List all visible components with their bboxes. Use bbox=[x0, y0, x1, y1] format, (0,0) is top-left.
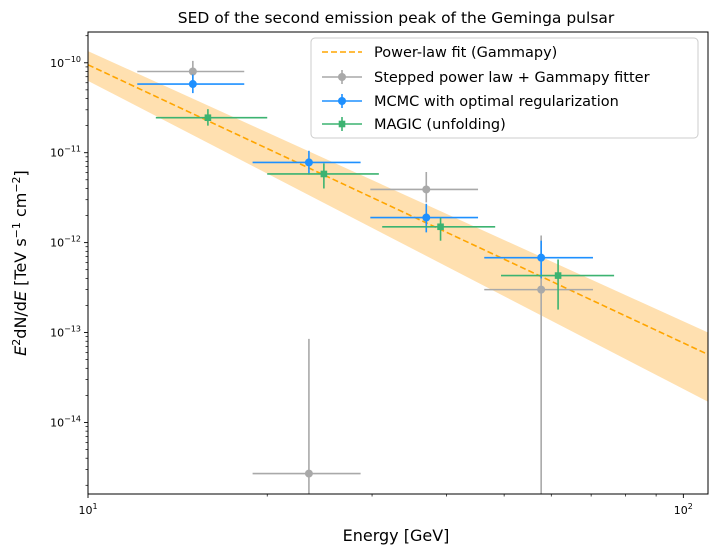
y-label-part: −1 bbox=[10, 222, 23, 238]
y-tick-exponent: −10 bbox=[64, 55, 81, 64]
x-tick-label: 102 bbox=[674, 502, 693, 517]
data-point bbox=[304, 158, 313, 167]
x-tick-base: 10 bbox=[674, 504, 688, 517]
legend-item-series-3: MAGIC (unfolding) bbox=[322, 117, 506, 133]
legend-marker bbox=[338, 120, 346, 128]
data-point bbox=[537, 253, 546, 262]
legend-label: MAGIC (unfolding) bbox=[374, 117, 506, 133]
chart-title: SED of the second emission peak of the G… bbox=[178, 9, 615, 27]
y-tick-label: 10−13 bbox=[50, 325, 81, 340]
series-3 bbox=[155, 109, 615, 310]
y-tick-label: 10−11 bbox=[50, 145, 81, 160]
y-label-part: dN/d bbox=[11, 301, 30, 339]
y-label-part: 2 bbox=[10, 339, 23, 346]
data-point bbox=[537, 285, 546, 294]
series-1 bbox=[137, 60, 593, 494]
x-tick-label: 101 bbox=[78, 502, 97, 517]
legend-label: Power-law fit (Gammapy) bbox=[374, 45, 557, 61]
y-tick-label: 10−14 bbox=[50, 414, 81, 429]
data-point bbox=[422, 185, 431, 194]
legend-label: Stepped power law + Gammapy fitter bbox=[374, 70, 650, 86]
legend-label: MCMC with optimal regularization bbox=[374, 94, 619, 110]
data-point bbox=[204, 114, 212, 122]
y-label-part: cm bbox=[11, 193, 30, 222]
y-tick-base: 10 bbox=[50, 57, 64, 70]
data-point bbox=[304, 469, 313, 478]
legend-item-series-2: MCMC with optimal regularization bbox=[322, 94, 619, 110]
legend-marker bbox=[338, 97, 346, 105]
y-tick-base: 10 bbox=[50, 416, 64, 429]
plot-frame bbox=[87, 31, 709, 495]
x-axis: 101 102 bbox=[78, 494, 693, 517]
legend-marker bbox=[338, 73, 346, 81]
y-tick-exponent: −12 bbox=[64, 235, 81, 244]
y-label-part: ] bbox=[11, 170, 30, 176]
legend-box bbox=[310, 37, 699, 139]
plot-area bbox=[88, 51, 708, 494]
legend-item-series-1: Stepped power law + Gammapy fitter bbox=[322, 70, 650, 86]
x-tick-exponent: 1 bbox=[92, 502, 97, 511]
y-tick-exponent: −14 bbox=[64, 414, 81, 423]
y-tick-label: 10−12 bbox=[50, 235, 81, 250]
fit-line bbox=[88, 64, 708, 356]
y-axis-label: E2dN/dE [TeV s−1 cm−2] bbox=[10, 170, 30, 356]
y-tick-label: 10−10 bbox=[50, 55, 81, 70]
y-label-part: −2 bbox=[10, 176, 23, 192]
data-point bbox=[188, 67, 197, 76]
y-tick-base: 10 bbox=[50, 327, 64, 340]
y-tick-base: 10 bbox=[50, 237, 64, 250]
data-point bbox=[188, 80, 197, 89]
x-tick-exponent: 2 bbox=[688, 502, 693, 511]
y-tick-exponent: −11 bbox=[64, 145, 81, 154]
series-2 bbox=[137, 74, 593, 279]
legend-item-fit: Power-law fit (Gammapy) bbox=[322, 45, 557, 61]
y-label-part: E bbox=[11, 290, 30, 301]
y-label-part: [TeV s bbox=[11, 238, 30, 291]
x-tick-base: 10 bbox=[78, 504, 92, 517]
y-tick-base: 10 bbox=[50, 147, 64, 160]
y-label-part: E bbox=[11, 345, 30, 356]
data-point bbox=[554, 272, 562, 279]
legend: Power-law fit (Gammapy) Stepped power law… bbox=[310, 37, 699, 139]
data-point bbox=[437, 223, 444, 231]
x-axis-label: Energy [GeV] bbox=[343, 526, 450, 545]
data-point bbox=[422, 213, 431, 222]
data-point bbox=[320, 170, 328, 178]
y-tick-exponent: −13 bbox=[64, 325, 81, 334]
